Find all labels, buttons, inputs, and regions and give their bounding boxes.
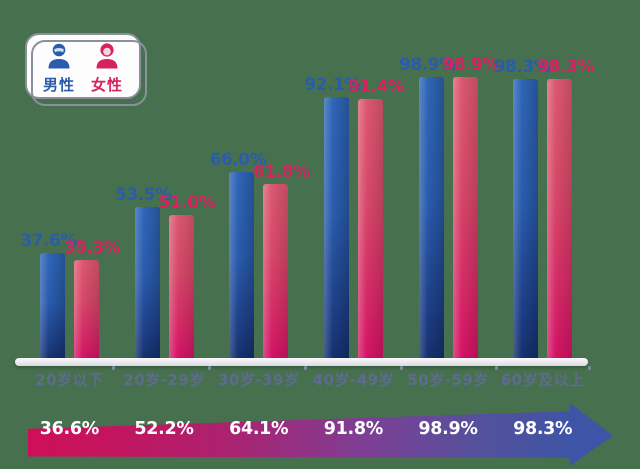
arrow-value: 52.2%	[134, 419, 194, 439]
female-bar: 61.8%	[253, 162, 310, 361]
arrow-value: 64.1%	[229, 419, 289, 439]
male-bar: 98.9%	[399, 55, 456, 361]
male-value-label: 37.6%	[20, 231, 77, 252]
male-bar: 37.6%	[20, 231, 77, 361]
legend-box: 男性 女性	[25, 33, 141, 99]
legend-item-female: 女性	[91, 42, 123, 95]
legend-item-male: 男性	[43, 42, 75, 95]
axis-tick	[588, 366, 591, 370]
axis-tick	[495, 366, 498, 370]
axis-tick	[112, 366, 115, 370]
male-value-label: 66.0%	[209, 149, 267, 170]
female-value-label: 35.3%	[63, 237, 121, 258]
male-bar: 53.5%	[115, 185, 172, 361]
female-bar: 91.4%	[348, 77, 405, 361]
arrow-value: 91.8%	[323, 419, 384, 439]
x-axis-labels: 20岁以下 20岁-29岁 30岁-39岁 40岁-49岁 50岁-59岁 60…	[22, 369, 590, 390]
bar-group-age-20-29: 53.5% 51.0%	[115, 74, 215, 361]
axis-tick	[304, 366, 307, 370]
female-value-label: 98.3%	[537, 56, 594, 77]
female-value-label: 98.9%	[442, 55, 500, 76]
x-label-age-20-29: 20岁-29岁	[123, 371, 205, 389]
male-value-label: 53.5%	[115, 185, 172, 206]
male-bar: 92.1%	[304, 75, 361, 361]
x-label-age-under-20: 20岁以下	[35, 371, 104, 389]
female-value-label: 91.4%	[347, 76, 405, 97]
female-bar: 98.3%	[537, 57, 594, 361]
bar-chart: 37.6% 35.3% 53.5% 51.0% 66.0% 61.8% 92	[20, 55, 594, 361]
bar-group-age-30-39: 66.0% 61.8%	[210, 74, 310, 361]
female-bar: 35.3%	[64, 238, 121, 361]
male-person-icon	[47, 42, 71, 73]
male-bar: 98.3%	[494, 57, 551, 361]
female-bar: 51.0%	[159, 193, 215, 361]
female-person-icon	[95, 42, 119, 73]
bar-group-age-50-59: 98.9% 98.9%	[399, 55, 500, 361]
arrow-values-row: 36.6% 52.2% 64.1% 91.8% 98.9% 98.3%	[22, 419, 590, 439]
axis-tick	[400, 366, 403, 370]
bar-group-age-under-20: 37.6% 35.3%	[20, 74, 121, 361]
arrow-value: 98.9%	[418, 419, 478, 439]
x-label-age-30-39: 30岁-39岁	[217, 371, 300, 389]
x-label-age-50-59: 50岁-59岁	[407, 371, 489, 389]
female-bar: 98.9%	[443, 55, 500, 361]
male-value-label: 98.9%	[399, 55, 456, 76]
bar-group-age-60-plus: 98.3% 98.3%	[494, 57, 594, 361]
female-value-label: 61.8%	[253, 161, 310, 182]
x-axis-baseline	[15, 358, 591, 370]
legend-male-label: 男性	[42, 75, 75, 94]
female-value-label: 51.0%	[158, 192, 216, 213]
x-label-age-40-49: 40岁-49岁	[312, 371, 395, 389]
arrow-value: 98.3%	[513, 419, 573, 439]
x-label-age-60-plus: 60岁及以上	[500, 371, 585, 389]
bar-group-age-40-49: 92.1% 91.4%	[304, 74, 405, 361]
legend-female-label: 女性	[91, 75, 124, 94]
male-value-label: 98.3%	[493, 56, 551, 77]
axis-tick	[208, 366, 211, 370]
male-value-label: 92.1%	[304, 74, 361, 95]
male-bar: 66.0%	[210, 150, 267, 361]
arrow-value: 36.6%	[39, 419, 100, 439]
